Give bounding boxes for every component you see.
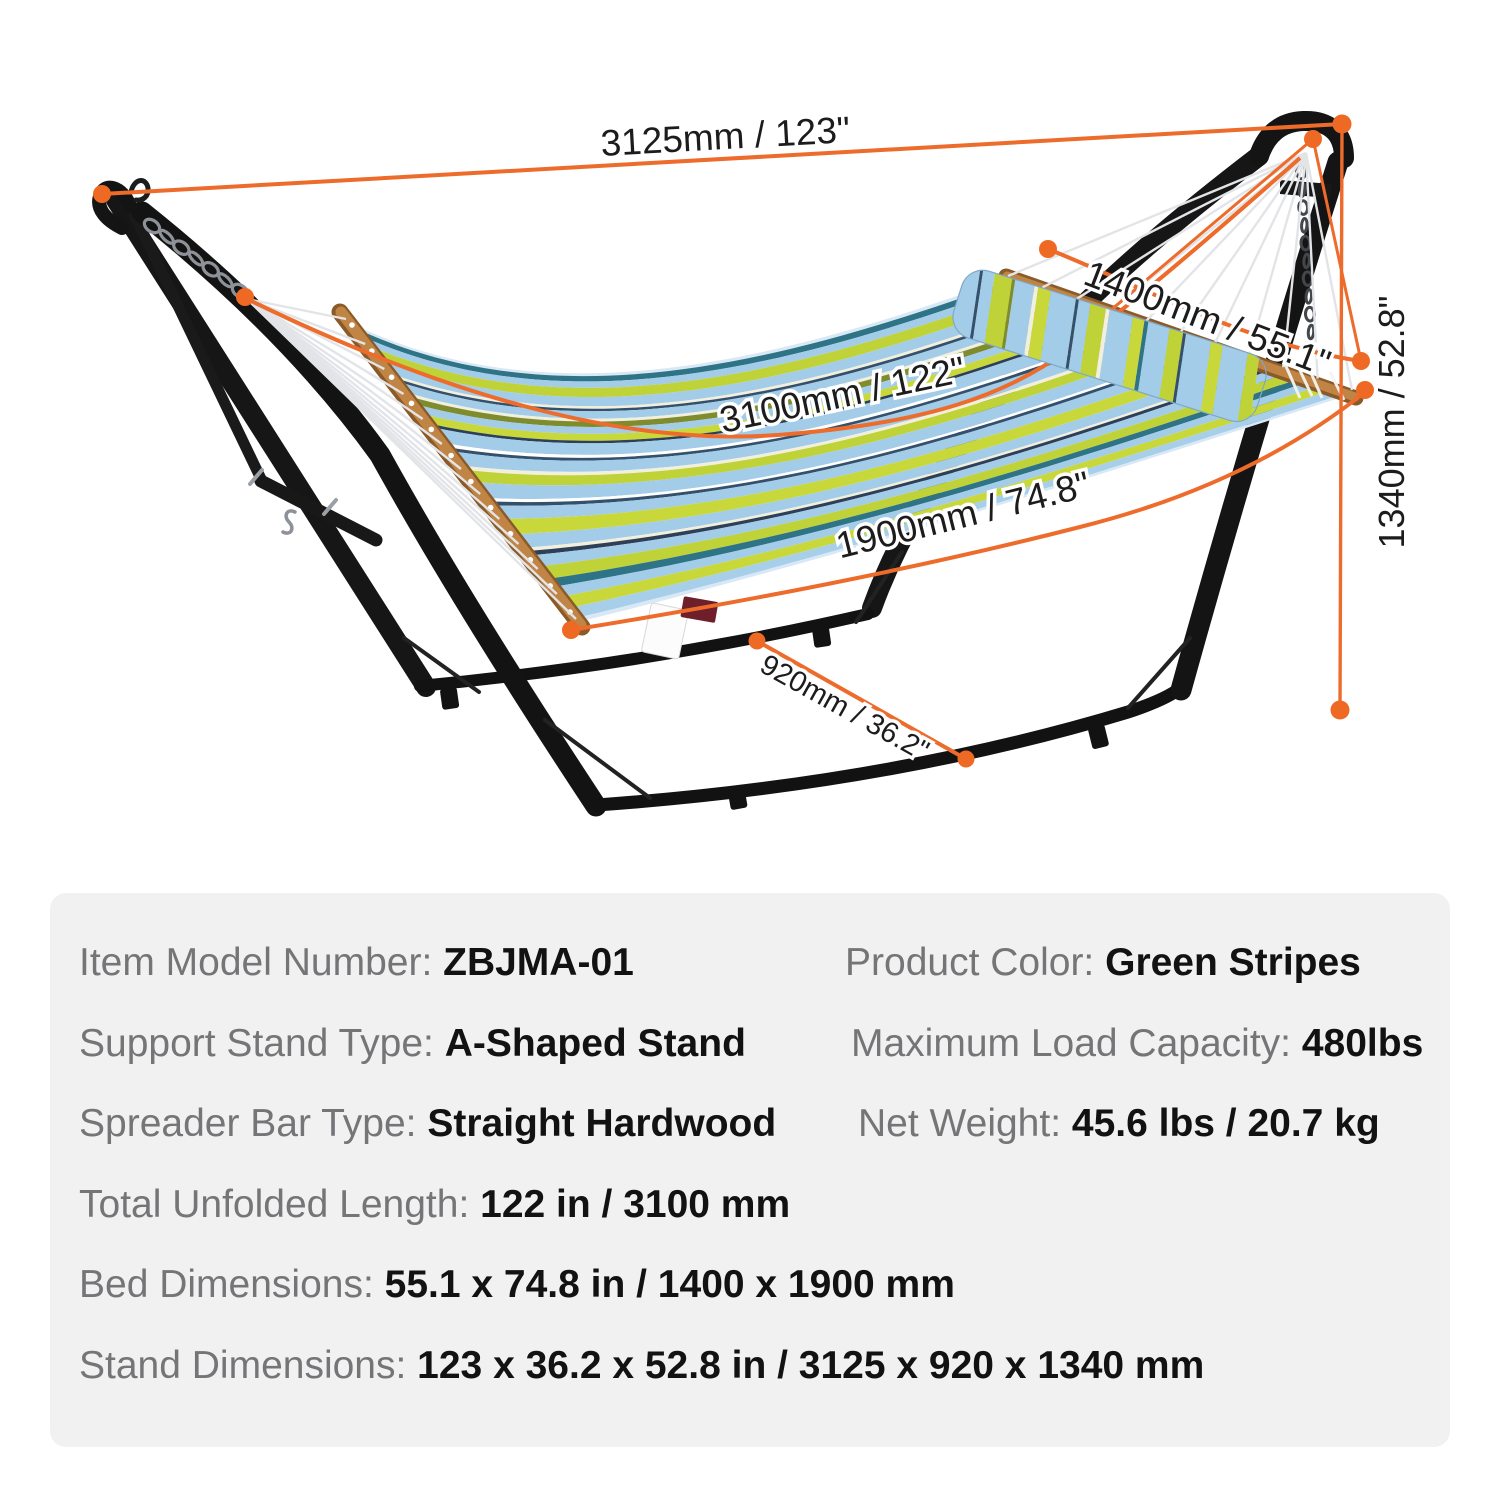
svg-text:1340mm / 52.8": 1340mm / 52.8" [1371, 296, 1412, 549]
svg-text:920mm / 36.2": 920mm / 36.2" [755, 649, 935, 768]
